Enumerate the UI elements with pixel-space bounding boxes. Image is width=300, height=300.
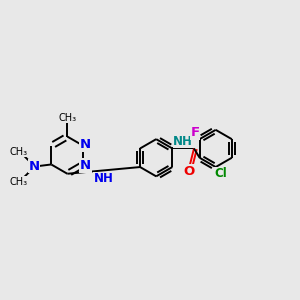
Text: F: F (190, 127, 200, 140)
Text: Cl: Cl (214, 167, 227, 180)
Text: O: O (184, 165, 195, 178)
Text: N: N (80, 159, 91, 172)
Text: NH: NH (173, 135, 193, 148)
Text: NH: NH (94, 172, 114, 185)
Text: CH₃: CH₃ (9, 146, 27, 157)
Text: CH₃: CH₃ (59, 113, 77, 123)
Text: CH₃: CH₃ (9, 176, 27, 187)
Text: N: N (28, 160, 40, 172)
Text: N: N (80, 138, 91, 151)
